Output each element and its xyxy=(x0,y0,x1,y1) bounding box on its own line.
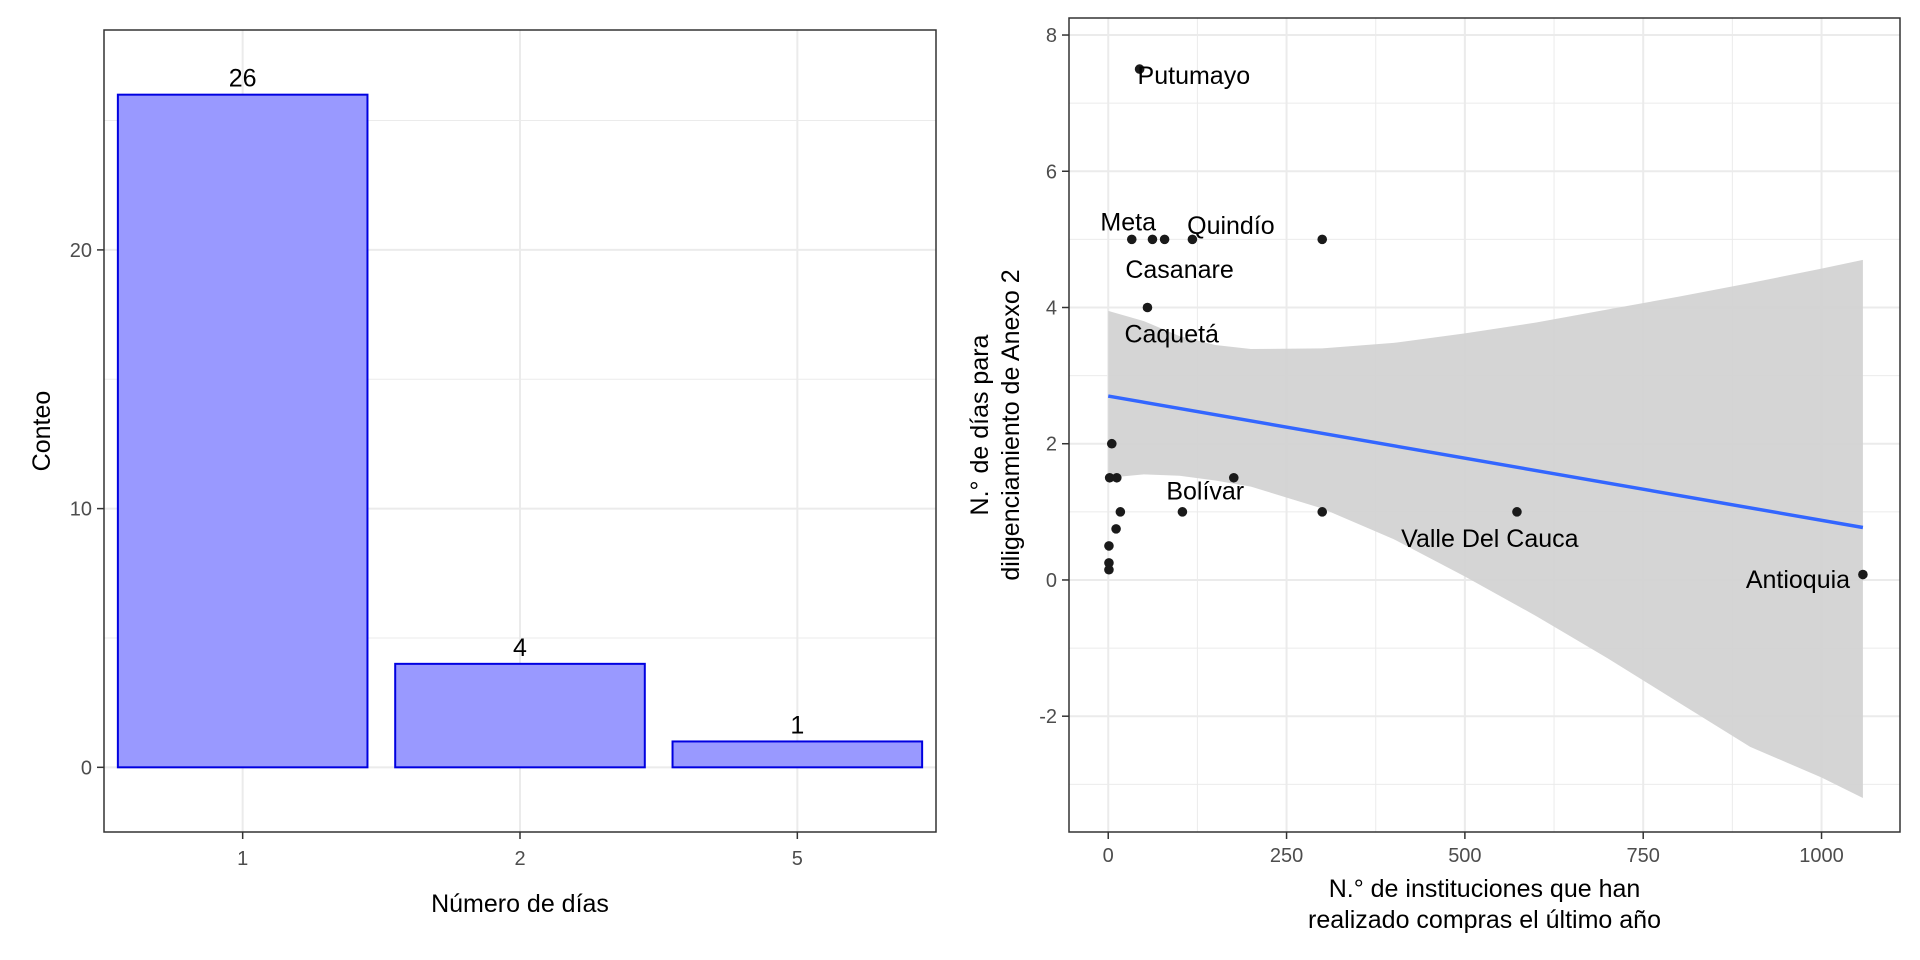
x-axis-title-line-2: realizado compras el último año xyxy=(1308,906,1661,934)
y-tick-label: 10 xyxy=(70,499,92,521)
x-tick-label: 750 xyxy=(1627,845,1660,867)
data-point xyxy=(1126,234,1137,245)
x-tick-label: 1000 xyxy=(1799,845,1844,867)
bar xyxy=(116,93,369,769)
y-axis-title-line-1: N.° de días para xyxy=(966,334,994,515)
data-point xyxy=(1111,524,1121,534)
data-point xyxy=(1147,234,1158,245)
x-tick-label: 0 xyxy=(1103,845,1114,867)
data-point xyxy=(1317,234,1328,245)
bar-data-label: 1 xyxy=(790,711,804,739)
y-tick-label: 20 xyxy=(70,240,92,262)
x-tick-label: 1 xyxy=(237,848,248,870)
x-tick-label: 250 xyxy=(1270,845,1303,867)
x-axis-title: Número de días xyxy=(431,890,609,918)
x-tick-label: 2 xyxy=(514,848,525,870)
point-label: Putumayo xyxy=(1138,62,1251,90)
point-label: Meta xyxy=(1100,208,1156,236)
point-label: Caquetá xyxy=(1124,321,1219,349)
point-label: Bolívar xyxy=(1166,477,1244,505)
data-point xyxy=(1134,64,1145,74)
data-point xyxy=(1106,438,1117,449)
data-point xyxy=(1177,507,1188,517)
data-point xyxy=(1104,564,1114,575)
bar-data-label: 26 xyxy=(229,65,257,93)
data-point xyxy=(1159,234,1170,245)
data-point xyxy=(1228,472,1239,483)
y-tick-label: -2 xyxy=(1039,706,1057,728)
x-tick-label: 5 xyxy=(792,848,803,870)
x-axis-title-line-1: N.° de instituciones que han xyxy=(1329,875,1641,903)
trend-line xyxy=(1107,394,1864,530)
data-point xyxy=(1104,558,1114,568)
point-label: Casanare xyxy=(1125,256,1233,284)
y-tick-label: 8 xyxy=(1046,25,1057,47)
point-label: Quindío xyxy=(1187,212,1275,240)
scatter-chart: Putumayo Meta Quindío Casanare Caquetá Bolíva… xyxy=(966,17,1901,934)
panel-border xyxy=(1068,17,1901,833)
y-tick-label: 0 xyxy=(81,757,92,779)
point-label: Antioquia xyxy=(1746,566,1850,594)
y-tick-label: 4 xyxy=(1046,297,1057,319)
data-point xyxy=(1142,302,1153,313)
y-tick-label: 0 xyxy=(1046,570,1057,592)
data-point xyxy=(1187,234,1198,245)
data-point xyxy=(1104,541,1114,551)
data-point xyxy=(1512,507,1522,517)
bar xyxy=(394,662,646,769)
y-axis-title-line-2: diligenciamiento de Anexo 2 xyxy=(997,269,1025,580)
data-point xyxy=(1115,507,1126,517)
point-label: Valle Del Cauca xyxy=(1401,525,1579,553)
x-tick-label: 500 xyxy=(1448,845,1481,867)
data-point xyxy=(1858,569,1868,580)
bar-data-label: 4 xyxy=(513,634,527,662)
data-point xyxy=(1104,472,1115,483)
confidence-band xyxy=(1108,259,1863,798)
data-point xyxy=(1317,507,1328,517)
bar xyxy=(671,740,924,769)
y-tick-label: 6 xyxy=(1046,161,1057,183)
data-point xyxy=(1111,472,1122,483)
y-tick-label: 2 xyxy=(1046,434,1057,456)
y-axis-title: Conteo xyxy=(28,391,56,472)
